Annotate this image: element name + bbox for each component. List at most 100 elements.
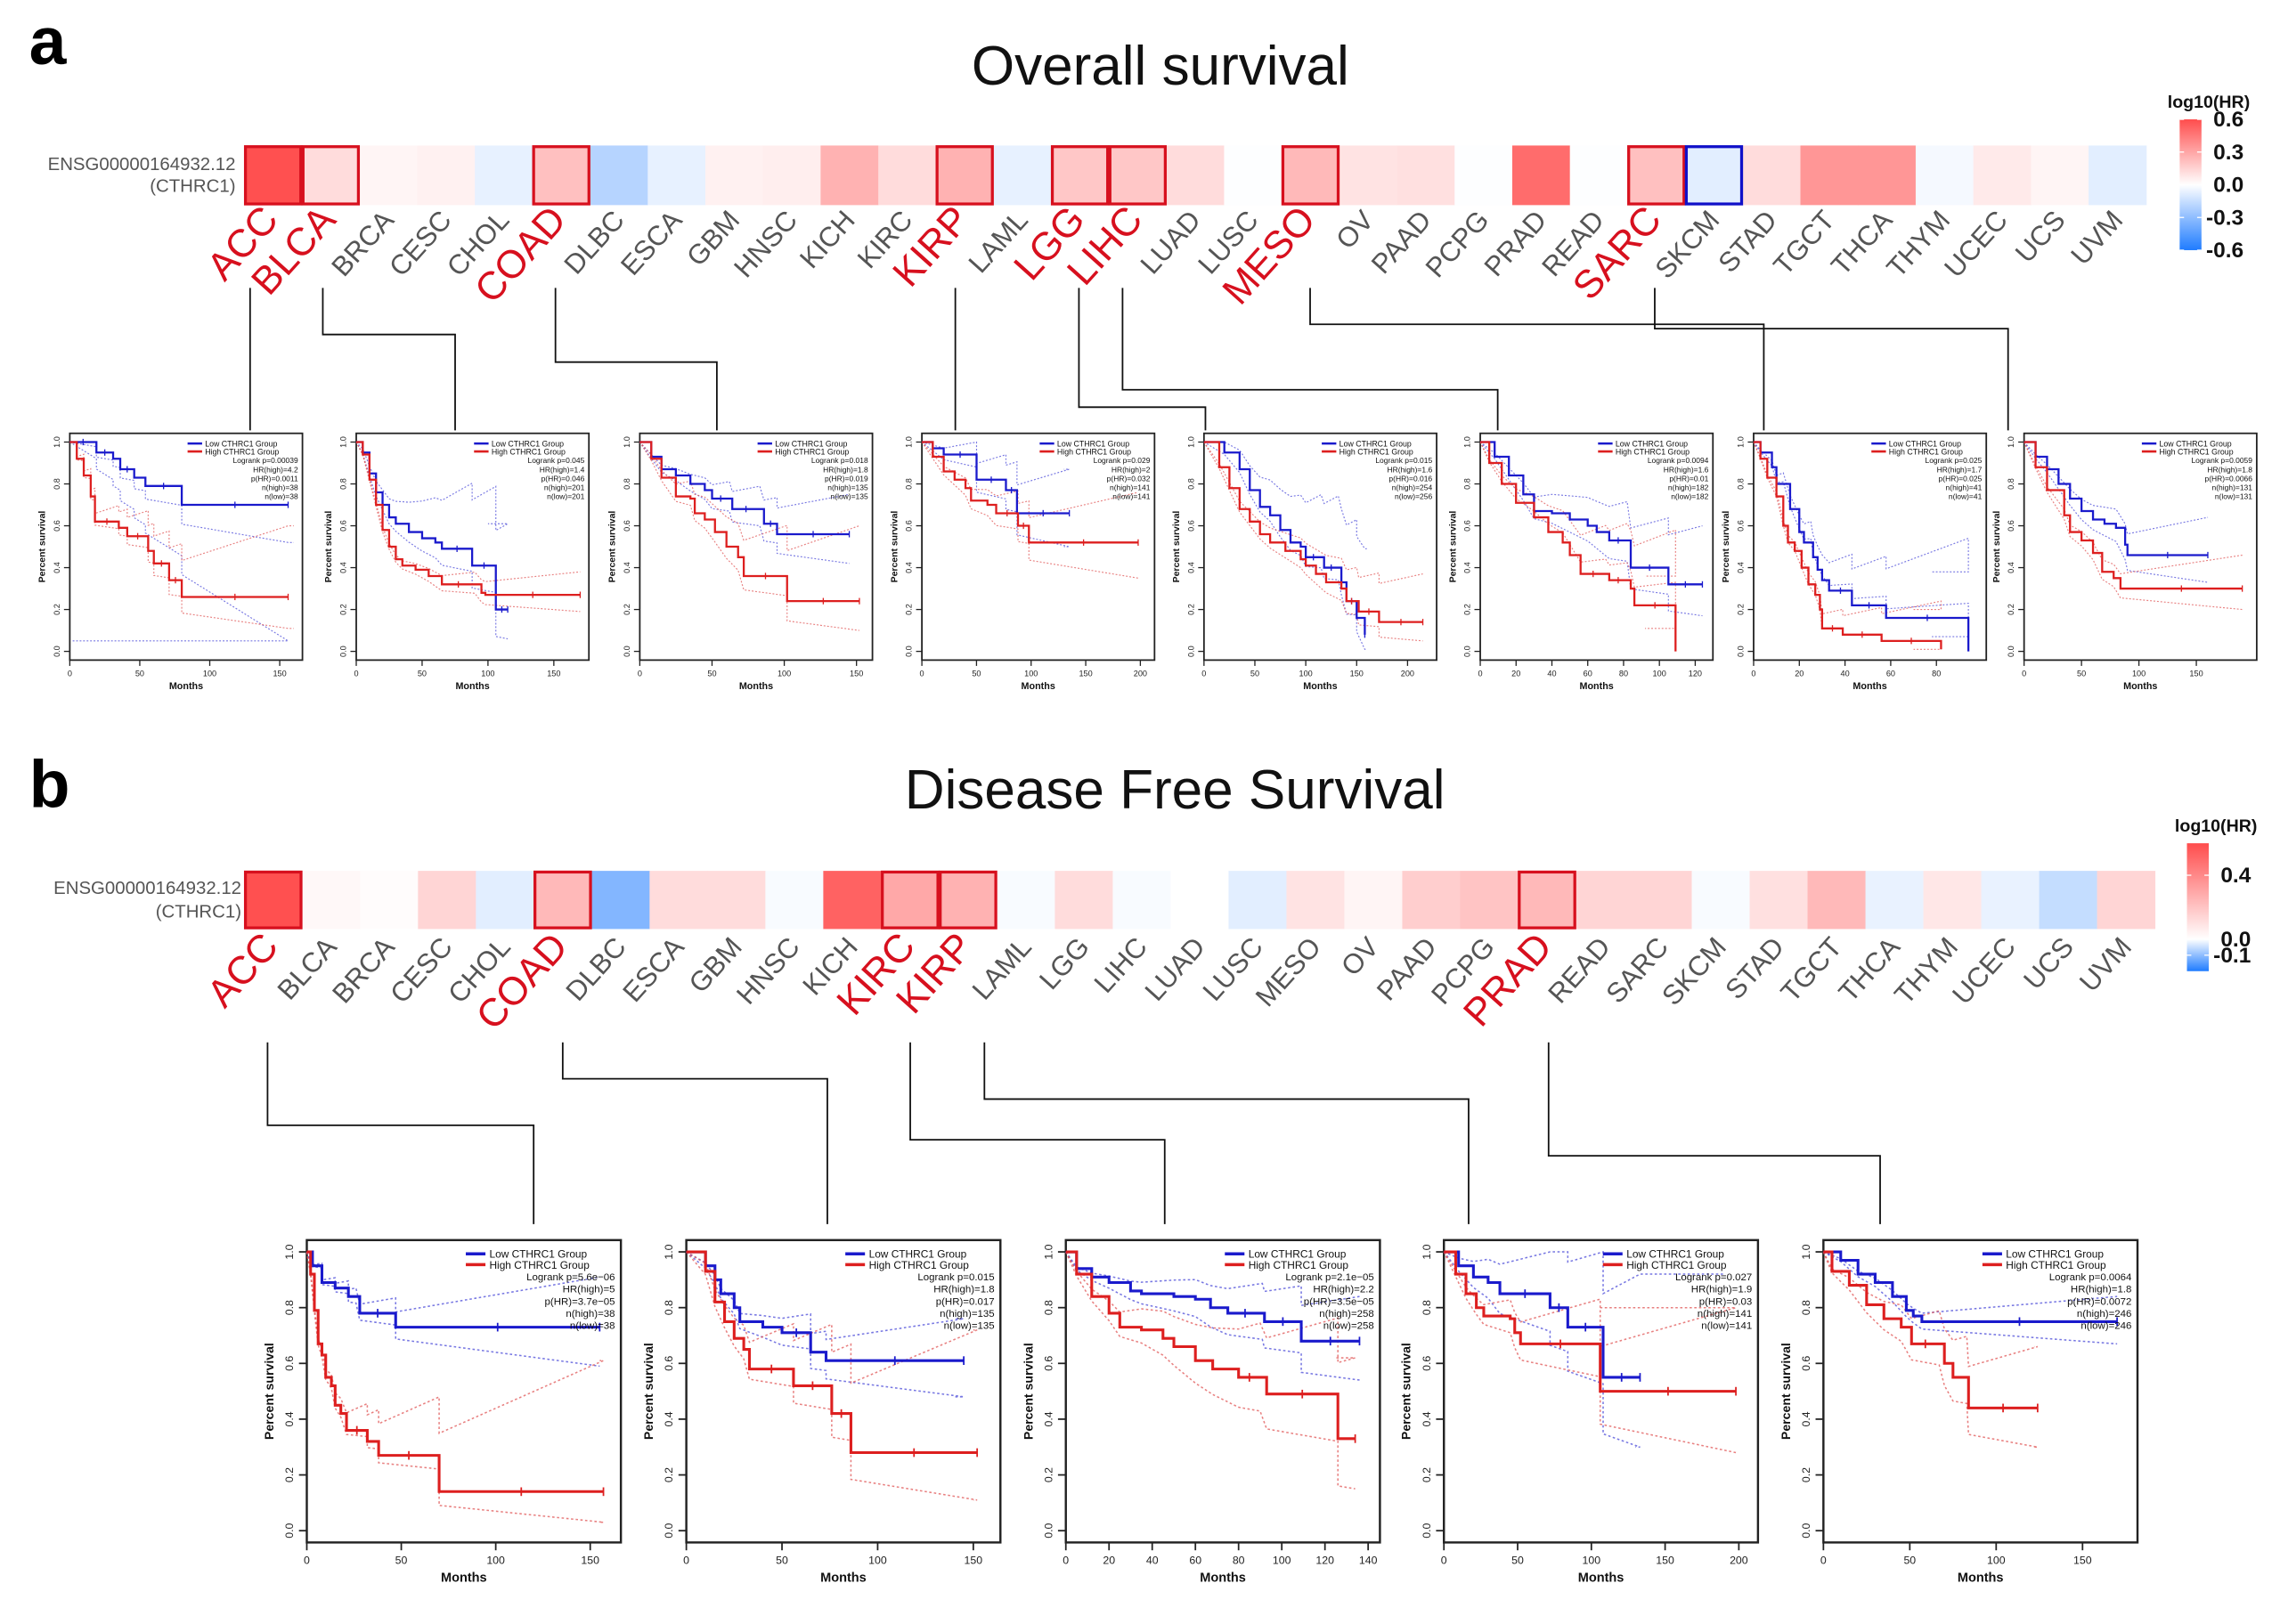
- y-tick-label: 0.0: [283, 1522, 296, 1538]
- connector-line: [1121, 288, 1499, 431]
- x-tick-label: 120: [1689, 669, 1702, 678]
- y-tick-label: 1.0: [1042, 1244, 1054, 1259]
- x-tick-label: 50: [972, 669, 981, 678]
- heatmap-cell-lusc: [1224, 145, 1282, 206]
- y-tick-label: 0.0: [1421, 1522, 1433, 1538]
- km-plot-acc: 0.0 0.2 0.4 0.6 0.8 1.0 0 50 100 150 Months Percent…: [38, 432, 304, 692]
- low-group-ci-line: [69, 442, 290, 642]
- gene-symbol-a: (CTHRC1): [150, 177, 235, 197]
- y-tick-label: 1.0: [2007, 436, 2015, 448]
- y-axis-title: Percent survival: [1021, 1343, 1035, 1440]
- km-stat-text: n(high)=131: [2212, 483, 2253, 492]
- y-tick-label: 0.8: [1042, 1300, 1054, 1315]
- x-tick-label: 150: [547, 669, 560, 678]
- legend-label-high: High CTHRC1 Group: [775, 447, 849, 456]
- km-stat-text: n(low)=41: [1949, 492, 1983, 501]
- y-tick-label: 0.8: [2007, 478, 2015, 490]
- x-axis-title: Months: [1303, 681, 1337, 692]
- connector-line: [909, 1042, 1166, 1224]
- x-tick-label: 50: [135, 669, 144, 678]
- km-stat-text: n(low)=141: [1112, 492, 1150, 501]
- heatmap-cell-esca: [647, 145, 706, 206]
- heatmap-cell-cesc: [418, 871, 476, 930]
- legend-label-high: High CTHRC1 Group: [205, 447, 279, 456]
- heatmap-cell-laml: [993, 145, 1052, 206]
- heatmap-cell-acc: [244, 871, 303, 930]
- y-tick-label: 0.2: [339, 604, 348, 615]
- x-tick-label: 0: [1441, 1555, 1447, 1567]
- plot-frame: [1479, 432, 1714, 662]
- y-tick-label: 0.4: [905, 562, 914, 573]
- plot-frame: [69, 432, 304, 662]
- colorbar-title: log10(HR): [2168, 93, 2250, 112]
- significance-box-meso: [1281, 145, 1340, 206]
- low-cthrc1-survival-curve: [686, 1250, 965, 1362]
- km-stat-text: n(high)=38: [262, 483, 298, 492]
- heatmap-cell-read: [1569, 145, 1628, 206]
- connector-line: [266, 1042, 535, 1224]
- km-stat-text: p(HR)=0.017: [936, 1296, 995, 1307]
- km-stat-text: n(high)=246: [2077, 1309, 2131, 1320]
- gene-label-b: ENSG00000164932.12: [53, 879, 241, 898]
- y-tick-label: 0.6: [1737, 520, 1746, 532]
- x-tick-label: 0: [304, 1555, 310, 1567]
- significance-box-skcm: [1684, 145, 1744, 206]
- km-stat-text: HR(high)=4.2: [253, 465, 298, 474]
- high-cthrc1-survival-curve: [306, 1250, 604, 1493]
- km-plots-overall-survival: 0.0 0.2 0.4 0.6 0.8 1.0 0 50 100 150 Months Percent…: [38, 432, 2258, 692]
- heatmap-cell-esca: [649, 871, 708, 930]
- heatmap-cell-chol: [475, 145, 533, 206]
- y-tick-label: 1.0: [1186, 436, 1195, 448]
- low-cthrc1-survival-curve: [306, 1250, 600, 1329]
- heatmap-cell-tgct: [1807, 871, 1867, 930]
- km-plot-kirp: 0.0 0.2 0.4 0.6 0.8 1.0 0 50 100 150 200 Months Perc…: [890, 432, 1156, 692]
- x-axis-title: Months: [739, 681, 773, 692]
- colorbar-tick-label: 0.0: [2220, 928, 2251, 952]
- y-tick-label: 0.0: [1737, 646, 1746, 657]
- colorbar-overall-survival: log10(HR) 0.6 0.3 0.0 -0.3 -0.6: [2168, 93, 2250, 263]
- km-stat-text: HR(high)=1.8: [2071, 1285, 2131, 1295]
- colorbar-tick-label: 0.0: [2213, 174, 2243, 198]
- km-stat-text: n(low)=38: [570, 1321, 615, 1332]
- x-tick-label: 20: [1511, 669, 1520, 678]
- legend-label-high: High CTHRC1 Group: [1057, 447, 1131, 456]
- legend-label-low: Low CTHRC1 Group: [2159, 439, 2231, 448]
- heatmap-cell-sarc: [1627, 145, 1686, 206]
- km-stat-text: n(low)=135: [831, 492, 868, 501]
- legend-label-low: Low CTHRC1 Group: [205, 439, 277, 448]
- heatmap-cell-thym: [1923, 871, 1983, 930]
- heatmap-cell-dlbc: [591, 871, 650, 930]
- x-tick-label: 100: [1583, 1555, 1601, 1567]
- km-plot-sarc: 0.0 0.2 0.4 0.6 0.8 1.0 0 50 100 150 Months Percent…: [1992, 432, 2258, 692]
- y-tick-label: 0.2: [283, 1467, 296, 1482]
- y-tick-label: 1.0: [53, 436, 61, 448]
- y-axis-title: Percent survival: [1779, 1343, 1793, 1440]
- x-tick-label: 0: [68, 669, 72, 678]
- x-axis-title: Months: [1580, 681, 1614, 692]
- x-tick-label: 50: [707, 669, 716, 678]
- x-tick-label: 150: [1656, 1555, 1674, 1567]
- x-axis-title: Months: [1958, 1571, 2004, 1585]
- heatmap-cell-dlbc: [590, 145, 648, 206]
- high-cthrc1-survival-curve: [922, 441, 1138, 544]
- y-tick-label: 0.8: [1421, 1300, 1433, 1315]
- x-tick-label: 0: [354, 669, 358, 678]
- plot-frame: [1753, 432, 1988, 662]
- high-group-ci-line: [355, 442, 581, 613]
- low-group-ci-line: [1753, 442, 1969, 572]
- low-cthrc1-survival-curve: [1823, 1250, 2118, 1323]
- x-tick-label: 140: [1359, 1555, 1378, 1567]
- y-axis-title: Percent survival: [1722, 511, 1731, 583]
- km-stat-text: p(HR)=0.01: [1669, 474, 1708, 483]
- heatmap-cell-kirc: [881, 871, 940, 930]
- heatmap-cell-meso: [1286, 871, 1345, 930]
- heatmap-cell-cesc: [417, 145, 476, 206]
- x-tick-label: 100: [868, 1555, 887, 1567]
- x-tick-label: 0: [1478, 669, 1483, 678]
- heatmap-cell-kirp: [939, 871, 998, 930]
- km-stat-text: p(HR)=0.0072: [2067, 1296, 2131, 1307]
- heatmap-cell-stad: [1749, 871, 1809, 930]
- y-axis-title: Percent survival: [324, 511, 334, 583]
- km-stat-text: p(HR)=0.046: [542, 474, 585, 483]
- km-stat-text: HR(high)=1.9: [1691, 1285, 1752, 1295]
